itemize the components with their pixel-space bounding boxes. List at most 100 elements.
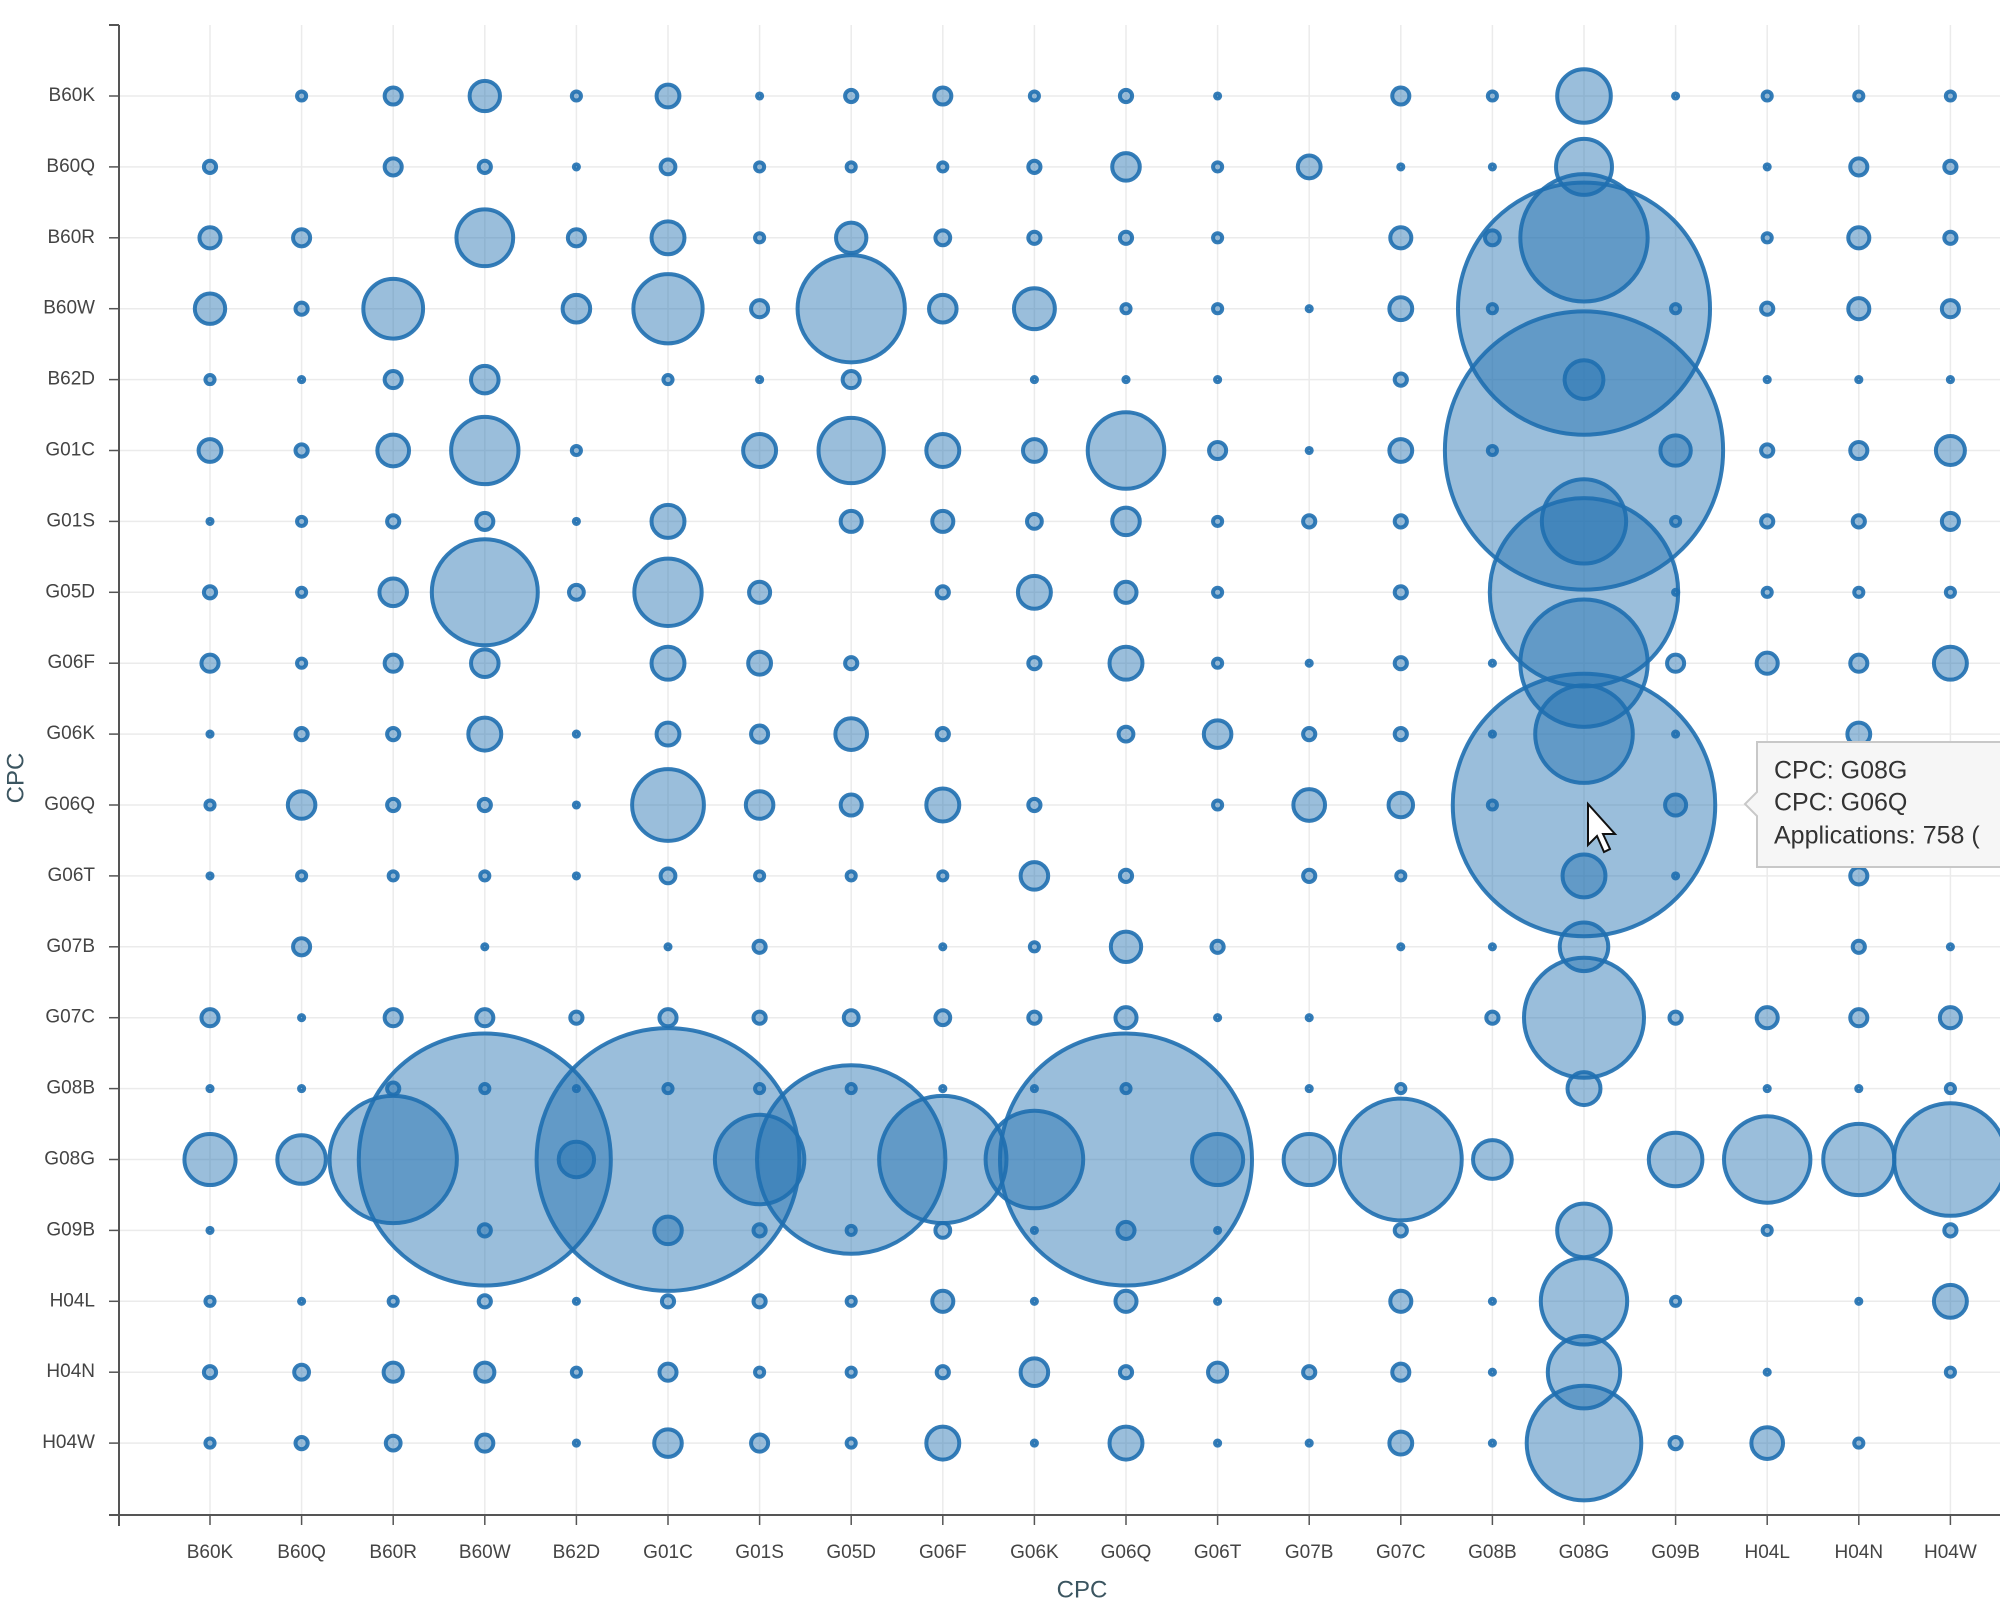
bubble [1028,232,1040,244]
bubble [659,1009,676,1026]
x-tick-label: H04L [1744,1542,1789,1563]
bubble [1208,1363,1227,1382]
x-tick-label: G08B [1468,1542,1517,1563]
bubble [204,161,216,173]
bubble [1120,232,1132,244]
bubble [845,657,857,669]
bubble [1488,91,1497,100]
bubble [574,164,579,169]
bubble [1936,436,1965,465]
bubble [743,434,776,467]
bubble [1669,1012,1681,1024]
bubble [389,871,398,880]
bubble [379,579,407,607]
bubble [1030,91,1039,100]
bubble [751,1435,768,1452]
x-tick-label: B60W [459,1542,511,1563]
bubble [574,802,579,807]
bubble [1856,377,1861,382]
bubble [1850,1009,1867,1026]
bubble [293,938,310,955]
y-tick-label: G01S [46,510,95,531]
bubble [569,585,584,600]
bubble [1853,941,1865,953]
bubble [935,1223,950,1238]
bubble [1204,720,1232,748]
bubble [1761,303,1773,315]
bubble [940,1086,945,1091]
bubble [572,1368,581,1377]
bubble [1119,727,1134,742]
bubble [652,505,685,538]
bubble [1213,588,1222,597]
bubble [574,873,579,878]
bubble [1028,657,1040,669]
bubble [937,586,949,598]
bubble [654,1217,682,1245]
bubble [755,233,764,242]
bubble [836,223,866,253]
bubble [1660,435,1690,465]
bubble [748,652,771,675]
bubble [932,511,953,532]
bubble [1524,958,1644,1078]
bubble [1032,1441,1037,1446]
bubble [662,1295,674,1307]
bubble [480,871,489,880]
bubble [847,1439,856,1448]
x-tick-label: G07B [1285,1542,1334,1563]
bubble [1307,1086,1312,1091]
bubble [385,158,402,175]
bubble [1761,444,1773,456]
bubble [1390,227,1411,248]
bubble [1856,1086,1861,1091]
y-tick-label: G07C [45,1007,95,1028]
x-tick-label: G09B [1651,1542,1700,1563]
bubble [1649,1133,1703,1187]
bubble [385,655,402,672]
y-tick-label: B60Q [46,156,95,177]
x-tick-label: H04N [1835,1542,1884,1563]
bubble [1557,1204,1611,1258]
bubble [1307,448,1312,453]
bubble [471,649,499,677]
bubble [657,723,680,746]
y-tick-label: B60W [43,298,95,319]
bubble [1490,661,1495,666]
bubble [657,85,680,108]
bubble [661,160,676,175]
bubble [1021,862,1049,890]
bubble [1298,155,1321,178]
bubble [1486,1012,1498,1024]
bubble [1763,233,1772,242]
bubble [661,869,676,884]
bubble [1761,515,1773,527]
x-tick-label: G01C [643,1542,693,1563]
bubble [938,871,947,880]
bubble [751,300,768,317]
bubble [1850,655,1867,672]
bubble [295,303,307,315]
bubble [574,1441,579,1446]
bubble [841,511,862,532]
bubble [1667,655,1684,672]
bubble [1213,162,1222,171]
bubbles [184,69,2000,1500]
bubble [456,209,513,266]
bubble [1340,1099,1462,1221]
bubble [572,91,581,100]
bubble [1303,515,1315,527]
bubble [205,1297,214,1306]
bubble [1946,1368,1955,1377]
y-tick-label: G08B [46,1078,95,1099]
bubble [1763,91,1772,100]
bubble [746,791,774,819]
bubble [1028,161,1040,173]
bubble [1303,728,1315,740]
bubble [1942,513,1959,530]
bubble [207,1228,212,1233]
bubble [295,444,307,456]
bubble [1853,515,1865,527]
bubble [749,582,770,603]
